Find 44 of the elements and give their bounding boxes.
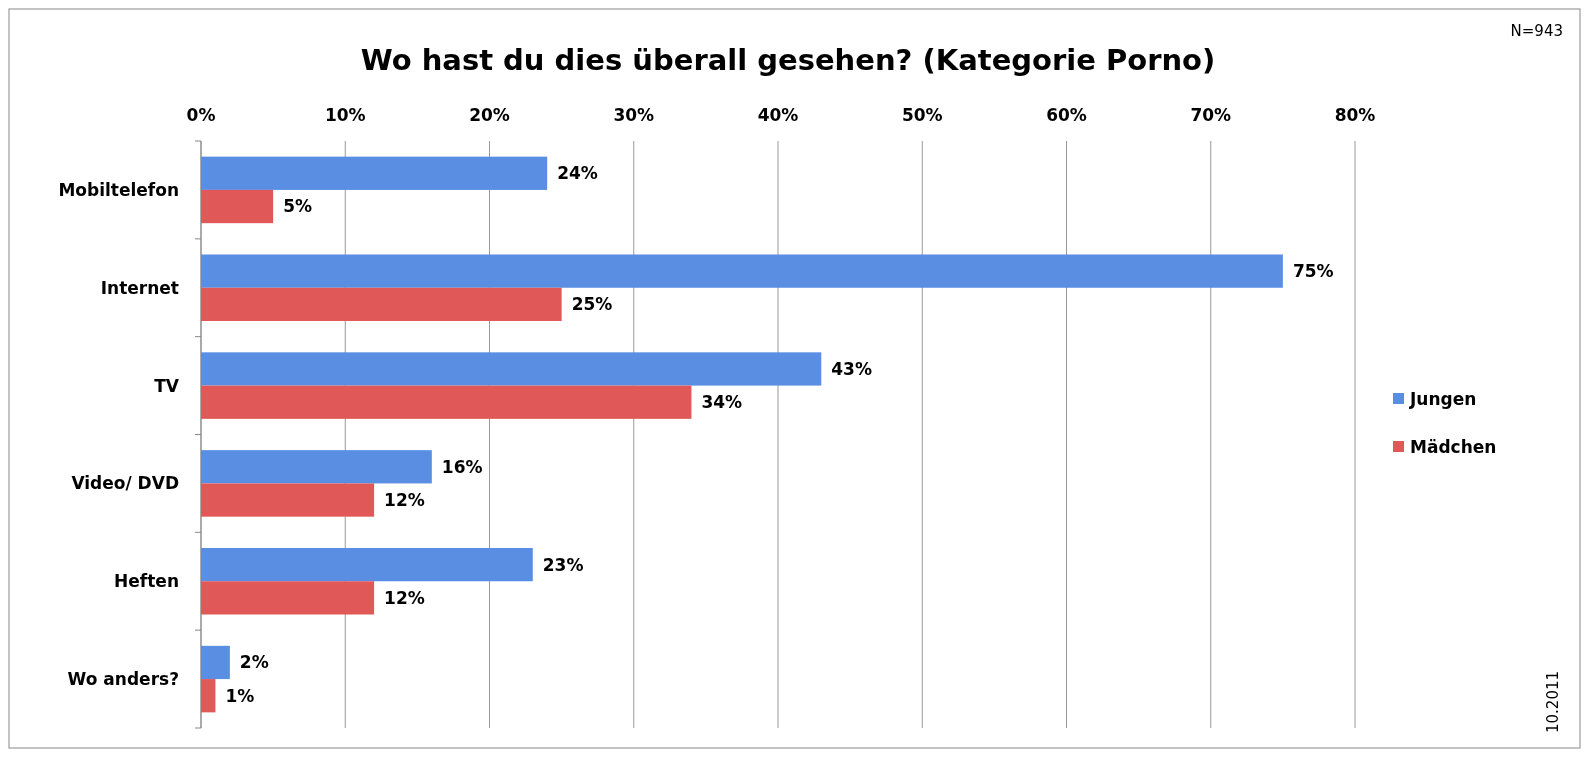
- data-label: 75%: [1292, 261, 1334, 282]
- x-tick-label: 40%: [757, 105, 799, 125]
- y-tick-label: Internet: [100, 277, 179, 298]
- data-label: 12%: [384, 490, 425, 510]
- data-label: 25%: [571, 294, 613, 315]
- y-tick-label: Video/ DVD: [71, 473, 179, 494]
- legend-label: Mädchen: [1410, 436, 1497, 457]
- x-tick-label: 70%: [1190, 105, 1232, 125]
- bar: [201, 581, 375, 615]
- x-tick-label: 30%: [613, 105, 655, 125]
- data-label: 5%: [283, 196, 312, 217]
- bar: [201, 645, 230, 680]
- data-label: 23%: [542, 554, 584, 575]
- x-tick-label: 10%: [324, 105, 366, 125]
- bar: [201, 156, 548, 190]
- data-label: 1%: [225, 685, 255, 706]
- bar: [201, 679, 216, 713]
- bar: [201, 483, 375, 517]
- x-tick-label: 0%: [186, 105, 216, 125]
- data-label: 12%: [384, 587, 425, 608]
- data-label: 24%: [557, 163, 598, 184]
- data-label: 2%: [239, 652, 269, 673]
- text: 10.2011: [1544, 670, 1562, 733]
- data-label: 16%: [441, 456, 483, 477]
- data-label: 34%: [701, 392, 743, 413]
- y-tick-label: Mobiltelefon: [58, 179, 179, 200]
- data-label: 43%: [831, 358, 872, 379]
- y-tick-label: TV: [154, 375, 180, 396]
- text: N=943: [1510, 22, 1563, 40]
- bar: [201, 287, 562, 322]
- bar: [201, 385, 692, 419]
- x-tick-label: 80%: [1334, 105, 1376, 125]
- chart-title: Wo hast du dies überall gesehen? (Kategorie Porno): [360, 43, 1216, 77]
- bar: [201, 450, 432, 484]
- legend-label: Jungen: [1409, 388, 1477, 409]
- bar: [201, 352, 822, 386]
- bar: [201, 189, 274, 224]
- bar: [201, 254, 1283, 288]
- x-tick-label: 50%: [901, 105, 943, 125]
- bar: [201, 547, 533, 582]
- x-tick-label: 20%: [469, 105, 510, 125]
- y-tick-label: Wo anders?: [67, 669, 179, 690]
- x-tick-label: 60%: [1046, 105, 1087, 125]
- y-tick-label: Heften: [114, 571, 179, 592]
